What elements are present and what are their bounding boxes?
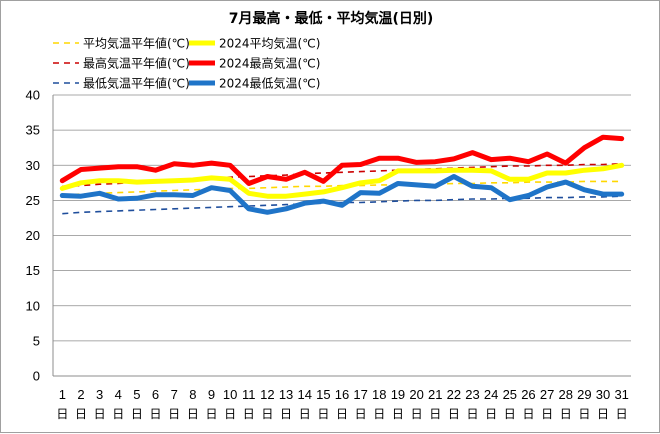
- x-tick-day-label: 日: [467, 407, 479, 421]
- legend-label: 2024平均気温(℃): [219, 36, 320, 51]
- x-tick-day-label: 日: [448, 407, 460, 421]
- legend-label: 2024最低気温(℃): [219, 76, 320, 91]
- x-tick-label: 2: [77, 387, 84, 402]
- x-tick-day-label: 日: [94, 407, 106, 421]
- y-tick-label: 0: [33, 369, 40, 384]
- y-tick-label: 40: [26, 88, 40, 103]
- y-tick-label: 25: [26, 193, 40, 208]
- x-tick-label: 20: [409, 387, 423, 402]
- x-tick-day-label: 日: [317, 407, 329, 421]
- x-tick-label: 15: [316, 387, 330, 402]
- x-tick-day-label: 日: [504, 407, 516, 421]
- series-layer: [59, 134, 625, 215]
- x-tick-day-label: 日: [411, 407, 423, 421]
- x-tick-label: 14: [297, 387, 311, 402]
- x-tick-label: 30: [596, 387, 610, 402]
- x-tick-label: 27: [540, 387, 554, 402]
- y-tick-label: 10: [26, 298, 40, 313]
- x-tick-label: 8: [189, 387, 196, 402]
- x-tick-day-label: 日: [485, 407, 497, 421]
- x-tick-day-label: 日: [112, 407, 124, 421]
- x-tick-label: 10: [223, 387, 237, 402]
- y-tick-label: 15: [26, 263, 40, 278]
- x-tick-label: 19: [391, 387, 405, 402]
- series-line-5: [59, 174, 625, 215]
- x-tick-day-label: 日: [75, 407, 87, 421]
- x-tick-label: 16: [335, 387, 349, 402]
- series-line-1: [59, 162, 625, 199]
- x-tick-label: 3: [96, 387, 103, 402]
- x-tick-day-label: 日: [168, 407, 180, 421]
- axes: [52, 95, 631, 377]
- legend-item-1: 2024平均気温(℃): [189, 36, 320, 51]
- y-tick-label: 20: [26, 228, 40, 243]
- x-tick-label: 4: [115, 387, 122, 402]
- x-tick-day-label: 日: [336, 407, 348, 421]
- legend-item-3: 2024最高気温(℃): [189, 56, 320, 71]
- x-tick-label: 26: [521, 387, 535, 402]
- legend-label: 最低気温平年値(℃): [83, 76, 190, 91]
- x-tick-label: 25: [503, 387, 517, 402]
- legend-item-5: 2024最低気温(℃): [189, 76, 320, 91]
- legend-item-2: 最高気温平年値(℃): [53, 56, 190, 71]
- x-tick-label: 22: [447, 387, 461, 402]
- y-tick-label: 35: [26, 123, 40, 138]
- x-tick-day-label: 日: [280, 407, 292, 421]
- x-tick-label: 31: [614, 387, 628, 402]
- x-tick-day-label: 日: [205, 407, 217, 421]
- x-tick-day-label: 日: [150, 407, 162, 421]
- x-tick-day-label: 日: [373, 407, 385, 421]
- legend-label: 最高気温平年値(℃): [83, 56, 190, 71]
- x-tick-label: 29: [577, 387, 591, 402]
- chart-title: 7月最高・最低・平均気温(日別): [229, 10, 434, 27]
- x-tick-label: 1: [59, 387, 66, 402]
- x-tick-label: 28: [559, 387, 573, 402]
- x-tick-label: 12: [260, 387, 274, 402]
- y-tick-labels: 0 5 10 15 20 25 30 35 40: [26, 88, 40, 384]
- x-tick-label: 24: [484, 387, 498, 402]
- legend-item-4: 最低気温平年値(℃): [53, 76, 190, 91]
- x-tick-label: 6: [152, 387, 159, 402]
- x-tick-labels: 1日2日3日4日5日6日7日8日9日10日11日12日13日14日15日16日1…: [56, 387, 629, 421]
- x-tick-day-label: 日: [560, 407, 572, 421]
- x-tick-label: 11: [242, 387, 256, 402]
- x-tick-day-label: 日: [392, 407, 404, 421]
- x-tick-label: 7: [171, 387, 178, 402]
- x-tick-label: 18: [372, 387, 386, 402]
- x-tick-day-label: 日: [261, 407, 273, 421]
- x-tick-day-label: 日: [616, 407, 628, 421]
- y-tick-label: 5: [33, 333, 40, 348]
- legend: 平均気温平年値(℃) 2024平均気温(℃) 最高気温平年値(℃) 2024最高気温(…: [53, 36, 320, 91]
- legend-label: 2024最高気温(℃): [219, 56, 320, 71]
- x-tick-day-label: 日: [597, 407, 609, 421]
- x-tick-day-label: 日: [299, 407, 311, 421]
- x-tick-label: 23: [465, 387, 479, 402]
- series-line-3: [59, 134, 625, 186]
- y-tick-label: 30: [26, 158, 40, 173]
- x-tick-label: 13: [279, 387, 293, 402]
- x-tick-day-label: 日: [187, 407, 199, 421]
- x-tick-day-label: 日: [131, 407, 143, 421]
- x-tick-day-label: 日: [541, 407, 553, 421]
- x-tick-label: 17: [353, 387, 367, 402]
- x-tick-day-label: 日: [224, 407, 236, 421]
- x-tick-label: 5: [133, 387, 140, 402]
- x-tick-day-label: 日: [243, 407, 255, 421]
- x-tick-label: 9: [208, 387, 215, 402]
- x-tick-day-label: 日: [578, 407, 590, 421]
- x-tick-day-label: 日: [355, 407, 367, 421]
- grid: [53, 94, 631, 377]
- x-tick-day-label: 日: [522, 407, 534, 421]
- x-tick-label: 21: [428, 387, 442, 402]
- legend-label: 平均気温平年値(℃): [83, 36, 190, 51]
- legend-item-0: 平均気温平年値(℃): [53, 36, 190, 51]
- x-tick-day-label: 日: [56, 407, 68, 421]
- x-tick-day-label: 日: [429, 407, 441, 421]
